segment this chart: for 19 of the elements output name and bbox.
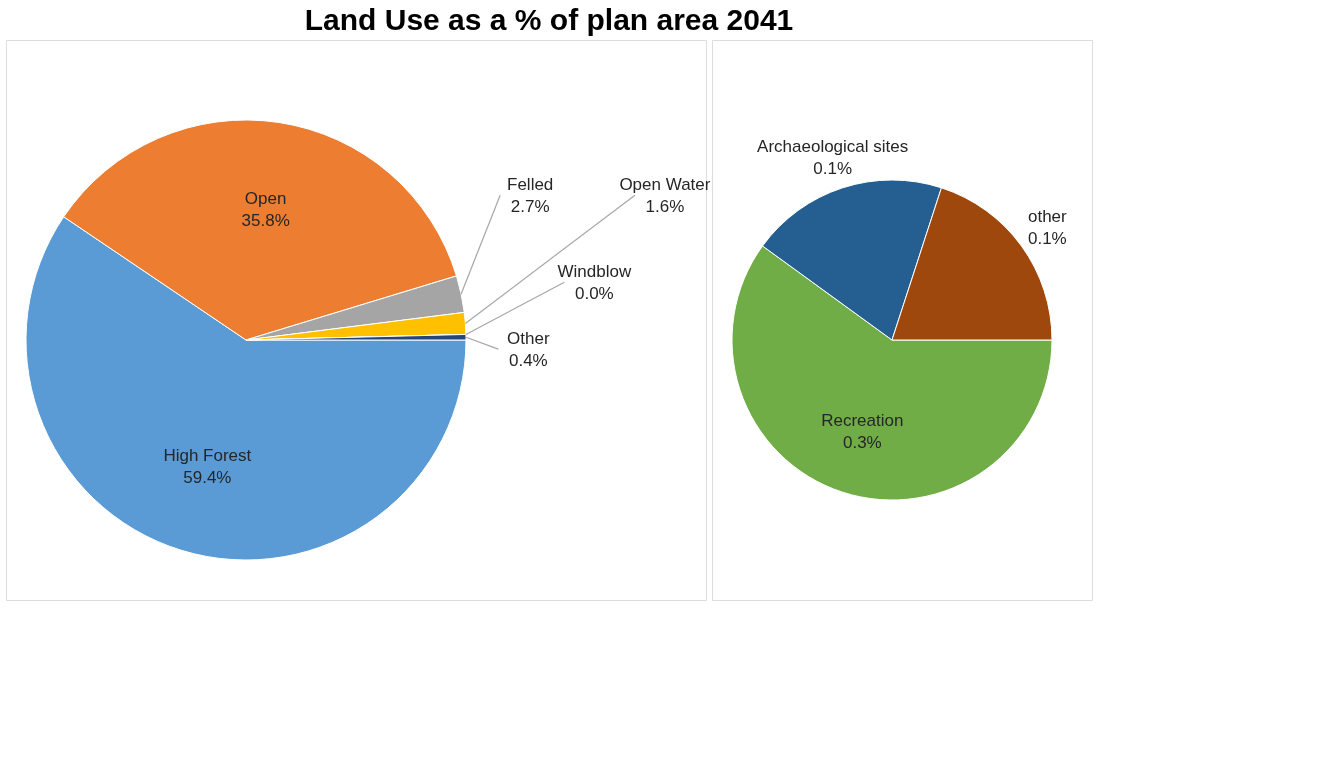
category-label: Windblow — [557, 262, 632, 282]
text: 0.0% — [574, 284, 614, 304]
slice-label: Other — [507, 329, 550, 349]
chart-title: Land Use as a % of plan area 2041 — [304, 2, 794, 36]
slice-label: Archaeological sites — [757, 137, 909, 157]
slice-label: other — [1027, 207, 1068, 227]
slice-label: High Forest — [163, 446, 252, 466]
data-label: 2.7% — [510, 197, 550, 217]
slice-label: Recreation — [821, 411, 904, 431]
data-label: 0.1% — [813, 159, 853, 179]
data-label: 1.6% — [645, 197, 685, 217]
slice-label: Felled — [507, 175, 554, 195]
slice-label: Open Water — [619, 175, 711, 195]
slice-label: Open — [244, 189, 287, 209]
data-label: 35.8% — [241, 211, 290, 231]
data-label: 0.1% — [1027, 229, 1067, 249]
data-label: 59.4% — [183, 468, 232, 488]
data-label: 0.4% — [508, 351, 548, 371]
data-label: 0.3% — [842, 433, 882, 453]
